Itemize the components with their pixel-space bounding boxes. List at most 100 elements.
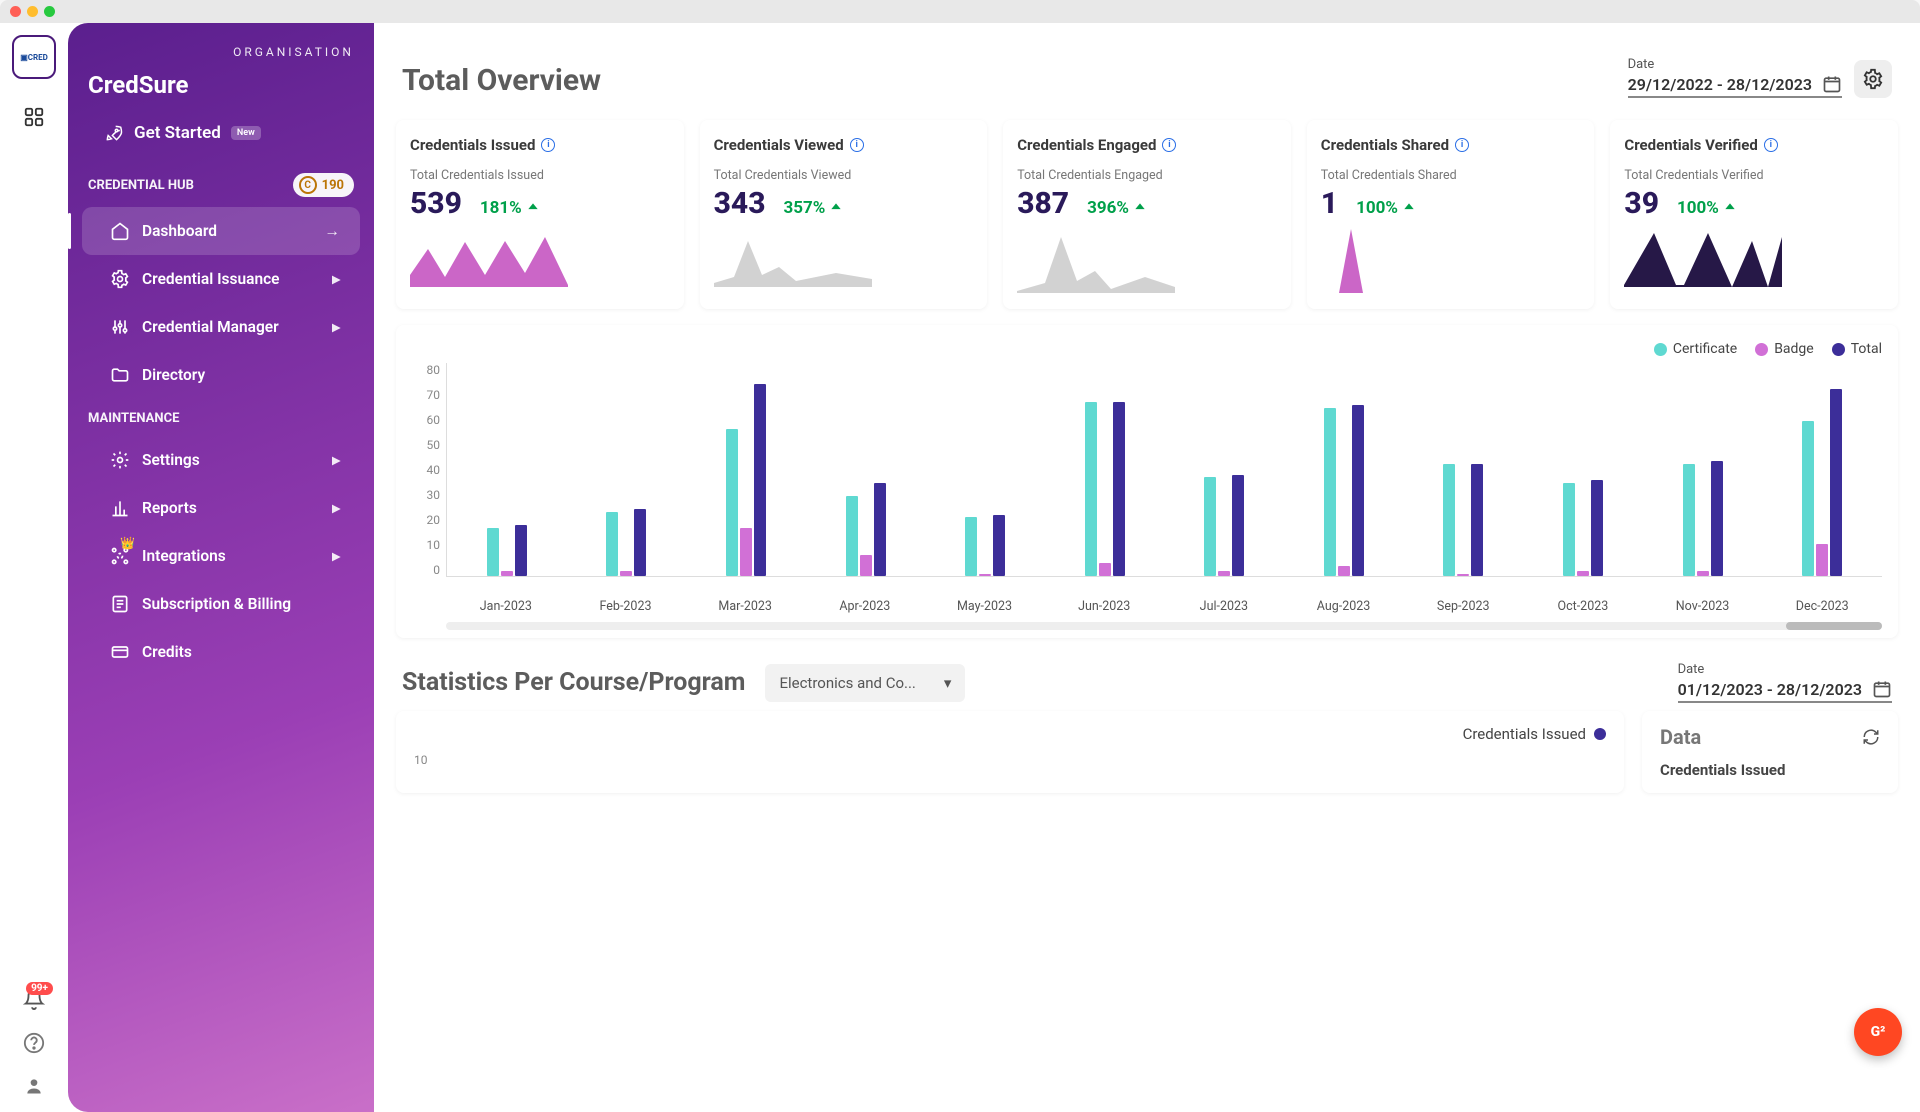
chrome-close[interactable] bbox=[10, 6, 21, 17]
coin-icon: C bbox=[299, 176, 317, 194]
sidebar-item-settings[interactable]: Settings ▸ bbox=[82, 436, 360, 484]
apps-icon[interactable] bbox=[14, 97, 54, 137]
brand-logo[interactable]: ▣CRED bbox=[12, 35, 56, 79]
card-pct: 357% bbox=[784, 198, 844, 218]
sidebar-item-billing[interactable]: Subscription & Billing bbox=[82, 580, 360, 628]
chart-icon bbox=[110, 498, 130, 518]
sparkline bbox=[1017, 227, 1175, 293]
bar-chart-panel: Certificate Badge Total 8070605040302010… bbox=[396, 325, 1898, 638]
main-content: Total Overview Date 29/12/2022 - 28/12/2… bbox=[374, 23, 1920, 1112]
calendar-icon bbox=[1872, 679, 1892, 699]
get-started-label: Get Started bbox=[134, 123, 221, 143]
rocket-icon bbox=[104, 123, 124, 143]
card-subtitle: Total Credentials Shared bbox=[1321, 168, 1581, 184]
org-label: ORGANISATION bbox=[68, 45, 374, 67]
billing-icon bbox=[110, 594, 130, 614]
gear-icon bbox=[1862, 68, 1884, 90]
notifications-icon[interactable]: 99+ bbox=[23, 988, 45, 1014]
calendar-icon bbox=[1822, 74, 1842, 94]
home-icon bbox=[110, 221, 130, 241]
crown-icon: 👑 bbox=[120, 536, 135, 550]
sidebar-item-manager[interactable]: Credential Manager ▸ bbox=[82, 303, 360, 351]
stat-card: Credentials Engaged i Total Credentials E… bbox=[1003, 120, 1291, 309]
card-pct: 396% bbox=[1087, 198, 1147, 218]
section-maintenance: MAINTENANCE bbox=[68, 399, 374, 436]
new-pill: New bbox=[231, 126, 261, 140]
date-range-field[interactable]: Date 29/12/2022 - 28/12/2023 bbox=[1628, 57, 1842, 98]
bar-plot bbox=[446, 363, 1882, 577]
window-chrome bbox=[0, 0, 1920, 23]
card-pct: 100% bbox=[1677, 198, 1737, 218]
card-value: 39 bbox=[1624, 186, 1659, 221]
sliders-icon bbox=[110, 317, 130, 337]
card-title: Credentials Shared i bbox=[1321, 136, 1581, 154]
user-icon[interactable] bbox=[24, 1076, 44, 1100]
nav-rail: ▣CRED 99+ bbox=[0, 23, 68, 1112]
sparkline bbox=[410, 227, 568, 293]
stat-card: Credentials Viewed i Total Credentials Vi… bbox=[700, 120, 988, 309]
y-axis: 80706050403020100 bbox=[412, 363, 446, 577]
x-axis: Jan-2023Feb-2023Mar-2023Apr-2023May-2023… bbox=[446, 593, 1882, 614]
card-value: 539 bbox=[410, 186, 462, 221]
info-icon[interactable]: i bbox=[1455, 138, 1469, 152]
info-icon[interactable]: i bbox=[850, 138, 864, 152]
help-icon[interactable] bbox=[23, 1032, 45, 1058]
chrome-min[interactable] bbox=[27, 6, 38, 17]
sidebar-item-dashboard[interactable]: Dashboard → bbox=[82, 207, 360, 255]
bar-chart-legend: Certificate Badge Total bbox=[412, 341, 1882, 357]
card-value: 343 bbox=[714, 186, 766, 221]
sparkline bbox=[714, 227, 872, 293]
credit-balance-pill[interactable]: C 190 bbox=[293, 173, 354, 197]
info-icon[interactable]: i bbox=[541, 138, 555, 152]
card-title: Credentials Engaged i bbox=[1017, 136, 1277, 154]
chevron-down-icon: ▾ bbox=[944, 674, 952, 692]
data-panel: Data Credentials Issued bbox=[1642, 711, 1898, 793]
refresh-icon[interactable] bbox=[1862, 728, 1880, 746]
notif-badge: 99+ bbox=[26, 982, 53, 995]
card-title: Credentials Issued i bbox=[410, 136, 670, 154]
stat-card: Credentials Verified i Total Credentials … bbox=[1610, 120, 1898, 309]
sidebar-item-issuance[interactable]: Credential Issuance ▸ bbox=[82, 255, 360, 303]
program-select[interactable]: Electronics and Co... ▾ bbox=[765, 664, 965, 702]
gear-icon bbox=[110, 269, 130, 289]
card-value: 1 bbox=[1321, 186, 1338, 221]
get-started-link[interactable]: Get Started New bbox=[68, 117, 374, 161]
page-title: Total Overview bbox=[402, 63, 601, 98]
chevron-right-icon: ▸ bbox=[332, 547, 340, 565]
sidebar-item-reports[interactable]: Reports ▸ bbox=[82, 484, 360, 532]
card-pct: 181% bbox=[480, 198, 540, 218]
sidebar-item-integrations[interactable]: 👑 Integrations ▸ bbox=[82, 532, 360, 580]
mini-chart: Credentials Issued 10 bbox=[396, 711, 1624, 793]
app-name: CredSure bbox=[68, 67, 374, 117]
settings-icon bbox=[110, 450, 130, 470]
stats-title: Statistics Per Course/Program bbox=[402, 668, 745, 697]
section-credential-hub: CREDENTIAL HUB C 190 bbox=[68, 161, 374, 207]
stat-cards: Credentials Issued i Total Credentials Is… bbox=[396, 120, 1898, 309]
card-subtitle: Total Credentials Issued bbox=[410, 168, 670, 184]
stat-card: Credentials Issued i Total Credentials Is… bbox=[396, 120, 684, 309]
stats-date-range-field[interactable]: Date 01/12/2023 - 28/12/2023 bbox=[1678, 662, 1892, 703]
sidebar-item-directory[interactable]: Directory bbox=[82, 351, 360, 399]
g2-fab[interactable]: G² bbox=[1854, 1008, 1902, 1056]
card-subtitle: Total Credentials Verified bbox=[1624, 168, 1884, 184]
info-icon[interactable]: i bbox=[1764, 138, 1778, 152]
settings-button[interactable] bbox=[1854, 60, 1892, 98]
chevron-right-icon: ▸ bbox=[332, 270, 340, 288]
sidebar-item-credits[interactable]: Credits bbox=[82, 628, 360, 676]
sparkline bbox=[1321, 227, 1479, 293]
sidebar: ORGANISATION CredSure Get Started New CR… bbox=[68, 23, 374, 1112]
legend-dot bbox=[1594, 728, 1606, 740]
chart-h-scrollbar[interactable] bbox=[446, 622, 1882, 630]
folder-icon bbox=[110, 365, 130, 385]
arrow-right-icon: → bbox=[325, 222, 341, 241]
card-title: Credentials Verified i bbox=[1624, 136, 1884, 154]
card-subtitle: Total Credentials Viewed bbox=[714, 168, 974, 184]
stat-card: Credentials Shared i Total Credentials Sh… bbox=[1307, 120, 1595, 309]
sparkline bbox=[1624, 227, 1782, 293]
card-title: Credentials Viewed i bbox=[714, 136, 974, 154]
card-subtitle: Total Credentials Engaged bbox=[1017, 168, 1277, 184]
card-value: 387 bbox=[1017, 186, 1069, 221]
info-icon[interactable]: i bbox=[1162, 138, 1176, 152]
chevron-right-icon: ▸ bbox=[332, 318, 340, 336]
chrome-max[interactable] bbox=[44, 6, 55, 17]
